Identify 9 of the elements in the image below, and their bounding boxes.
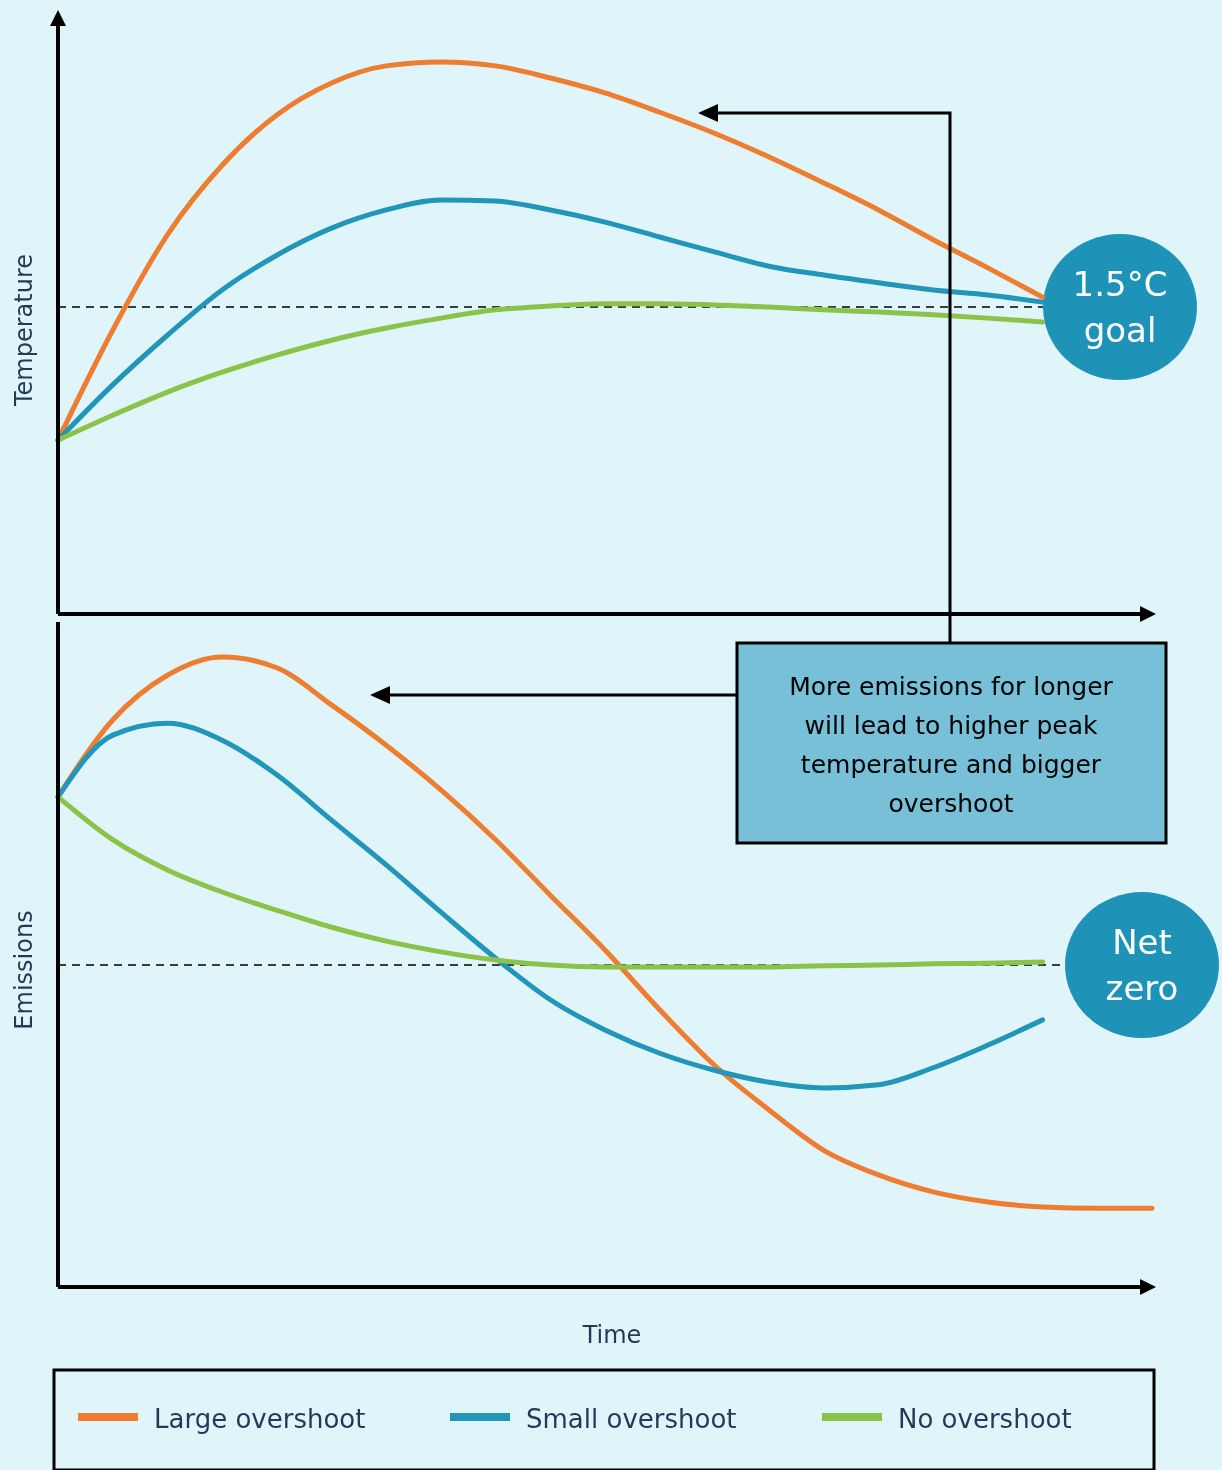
legend-label: No overshoot: [898, 1404, 1072, 1434]
x-axis-title: Time: [581, 1321, 642, 1349]
legend-label: Small overshoot: [526, 1404, 737, 1434]
ref-line-label: Net zero: [1105, 922, 1179, 1009]
annotation: More emissions for longer will lead to higher peak temperature and bigger overshoot: [789, 672, 1114, 818]
legend-label: Large overshoot: [154, 1404, 366, 1434]
y-axis-title: Emissions: [10, 910, 38, 1030]
y-axis-title: Temperature: [10, 253, 38, 408]
ref-line-label: 1.5°C goal: [1072, 264, 1168, 351]
